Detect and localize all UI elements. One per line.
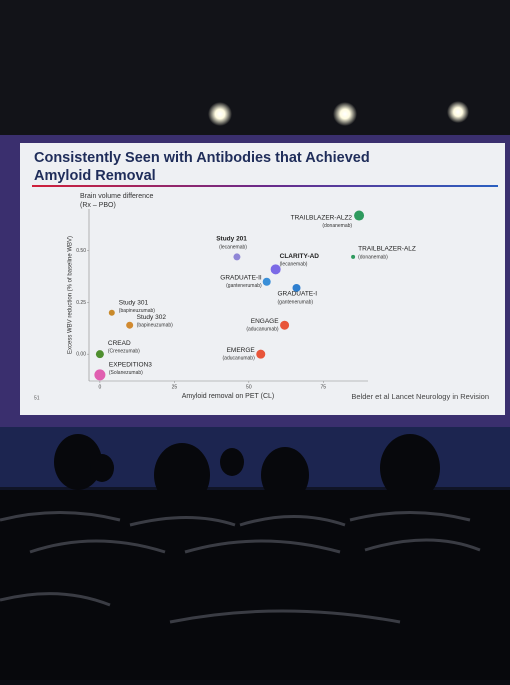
point-label: GRADUATE-II: [220, 274, 262, 281]
light: [208, 102, 232, 126]
data-point: [262, 277, 271, 286]
point-label: Study 201: [216, 236, 247, 243]
point-sublabel: (lecanemab): [219, 244, 247, 250]
slide-number: 51: [34, 395, 40, 401]
point-label: GRADUATE-I: [278, 291, 318, 298]
x-tick-label: 75: [321, 384, 327, 390]
data-point: [270, 264, 281, 275]
chairs: [0, 511, 481, 624]
point-label: EXPEDITION3: [109, 362, 152, 369]
data-point: [256, 349, 266, 359]
point-sublabel: (donanemab): [322, 223, 352, 229]
data-point: [95, 350, 104, 359]
point-label: TRAILBLAZER-ALZ2: [291, 214, 353, 221]
data-point: [351, 254, 356, 259]
ceiling: [0, 0, 510, 140]
data-point: [233, 253, 241, 261]
data-point: [354, 210, 365, 221]
data-point: [280, 320, 290, 330]
subtitle: Brain volume difference: [80, 193, 154, 200]
data-point: [108, 309, 115, 316]
point-label: Study 302: [137, 314, 167, 321]
x-axis-label: Amyloid removal on PET (CL): [182, 393, 274, 400]
source: Belder et al Lancet Neurology in Revisio…: [351, 392, 489, 401]
point-label: CLARITY-AD: [280, 253, 320, 260]
point-label: EMERGE: [227, 347, 256, 354]
data-point: [292, 283, 301, 292]
x-tick-label: 0: [99, 384, 102, 390]
light: [333, 102, 357, 126]
point-label: TRAILBLAZER-ALZ: [358, 246, 416, 253]
point-sublabel: (Solanezumab): [109, 370, 143, 376]
x-tick-label: 25: [172, 384, 178, 390]
point-label: CREAD: [108, 340, 131, 347]
title-rule: [32, 185, 498, 187]
slide-title: Consistently Seen with Antibodies that A…: [34, 150, 370, 166]
light: [447, 101, 469, 123]
point-sublabel: (Crenezumab): [108, 349, 140, 355]
y-tick-label: 0.00: [76, 352, 86, 358]
point-sublabel: (gantenerumab): [226, 283, 262, 289]
y-axis-label: Excess WBV reduction (% of baseline WBV): [68, 236, 74, 354]
point-sublabel: (donanemab): [358, 254, 388, 260]
point-label: Study 301: [119, 300, 149, 307]
subtitle: (Rx – PBO): [80, 202, 116, 209]
y-tick-label: 0.25: [76, 300, 86, 306]
point-sublabel: (lecanemab): [280, 262, 308, 268]
slide-title: Amyloid Removal: [34, 168, 156, 184]
data-point: [94, 369, 106, 381]
x-tick-label: 50: [246, 384, 252, 390]
point-sublabel: (gantenerumab): [278, 299, 314, 305]
data-point: [126, 321, 134, 329]
point-sublabel: (aducanumab): [223, 356, 256, 362]
point-sublabel: (aducanumab): [246, 327, 279, 333]
point-label: ENGAGE: [251, 318, 279, 325]
y-tick-label: 0.50: [76, 248, 86, 254]
point-sublabel: (bapineuzumab): [119, 308, 155, 314]
point-sublabel: (bapineuzumab): [137, 323, 173, 329]
